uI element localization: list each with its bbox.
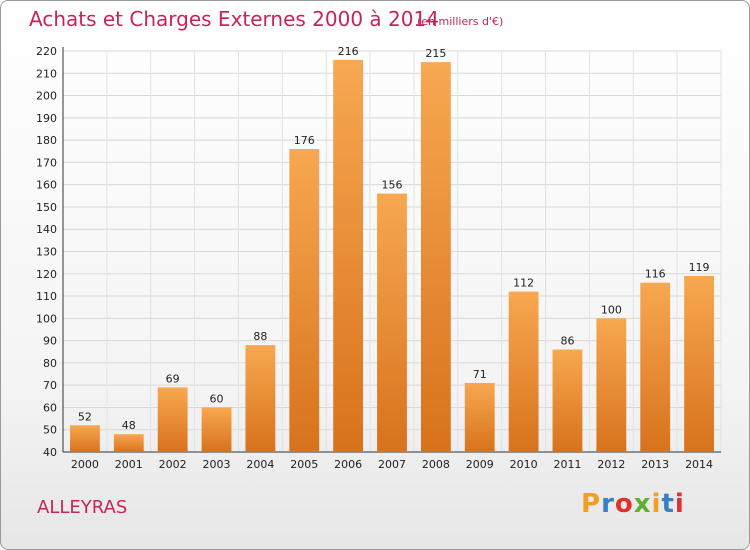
data-label: 112 [513,277,534,290]
data-label: 100 [601,303,622,316]
y-tick-label: 50 [43,424,57,437]
data-label: 88 [253,330,267,343]
bar [245,345,276,452]
logo-letter: o [614,489,634,519]
tick-labels: 40 50 60 70 80 90 100 110 120 130 140 150 160 170 180 1… [36,45,713,471]
bar [113,434,144,452]
x-tick-label: 2003 [203,458,231,471]
bar [70,425,100,452]
y-tick-label: 130 [36,246,57,259]
proxiti-logo[interactable]: Proxiti [581,489,685,519]
data-label: 215 [425,47,446,60]
logo-letter: i [651,489,662,519]
y-tick-label: 120 [36,268,57,281]
x-tick-label: 2012 [597,458,625,471]
y-tick-label: 160 [36,179,57,192]
bar [640,282,671,452]
x-tick-label: 2007 [378,458,406,471]
y-tick-label: 70 [43,379,57,392]
bar [333,59,364,453]
y-tick-label: 150 [36,201,57,214]
data-label: 216 [338,45,359,58]
bar [377,193,407,453]
bar [464,382,495,452]
bar [552,349,583,452]
data-label: 156 [382,179,403,192]
y-tick-label: 200 [36,90,57,103]
y-tick-label: 90 [43,335,57,348]
data-label: 60 [210,392,224,405]
bar [508,291,539,452]
bar [201,407,232,452]
data-label: 52 [78,410,92,423]
x-tick-label: 2000 [71,458,99,471]
bar [420,62,451,453]
bar [684,276,714,452]
x-tick-label: 2006 [334,458,362,471]
x-tick-label: 2013 [641,458,669,471]
place-name: ALLEYRAS [37,497,128,518]
y-tick-label: 40 [43,446,57,459]
data-label: 69 [166,372,180,385]
y-tick-label: 210 [36,67,57,80]
y-tick-label: 140 [36,223,57,236]
y-tick-label: 180 [36,134,57,147]
logo-letter: r [601,489,615,519]
chart-subtitle: (en milliers d'€) [417,15,504,28]
x-tick-label: 2011 [553,458,581,471]
data-label: 116 [645,268,666,281]
y-tick-label: 170 [36,156,57,169]
y-tick-label: 190 [36,112,57,125]
x-tick-label: 2005 [290,458,318,471]
chart-title: Achats et Charges Externes 2000 à 2014 [29,7,439,31]
x-tick-label: 2002 [159,458,187,471]
bar [289,149,320,452]
y-tick-label: 60 [43,401,57,414]
x-tick-label: 2008 [422,458,450,471]
data-label: 48 [122,419,136,432]
y-tick-label: 80 [43,357,57,370]
bar [596,318,627,452]
logo-letter: P [581,489,602,519]
y-tick-label: 110 [36,290,57,303]
bars [70,59,714,453]
data-label: 71 [473,368,487,381]
x-tick-label: 2004 [246,458,274,471]
x-tick-label: 2010 [510,458,538,471]
logo-letter: t [661,489,675,519]
data-label: 86 [560,335,574,348]
bar [157,387,188,452]
logo-letter: i [674,489,685,519]
x-tick-label: 2014 [685,458,713,471]
logo-letter: x [633,489,652,519]
value-labels: 52 48 69 60 88 176 216 156 215 71 112 86 100 116 119 [78,45,710,432]
data-label: 119 [689,261,710,274]
x-tick-label: 2009 [466,458,494,471]
y-tick-label: 220 [36,45,57,58]
data-label: 176 [294,134,315,147]
x-tick-label: 2001 [115,458,143,471]
y-tick-label: 100 [36,312,57,325]
